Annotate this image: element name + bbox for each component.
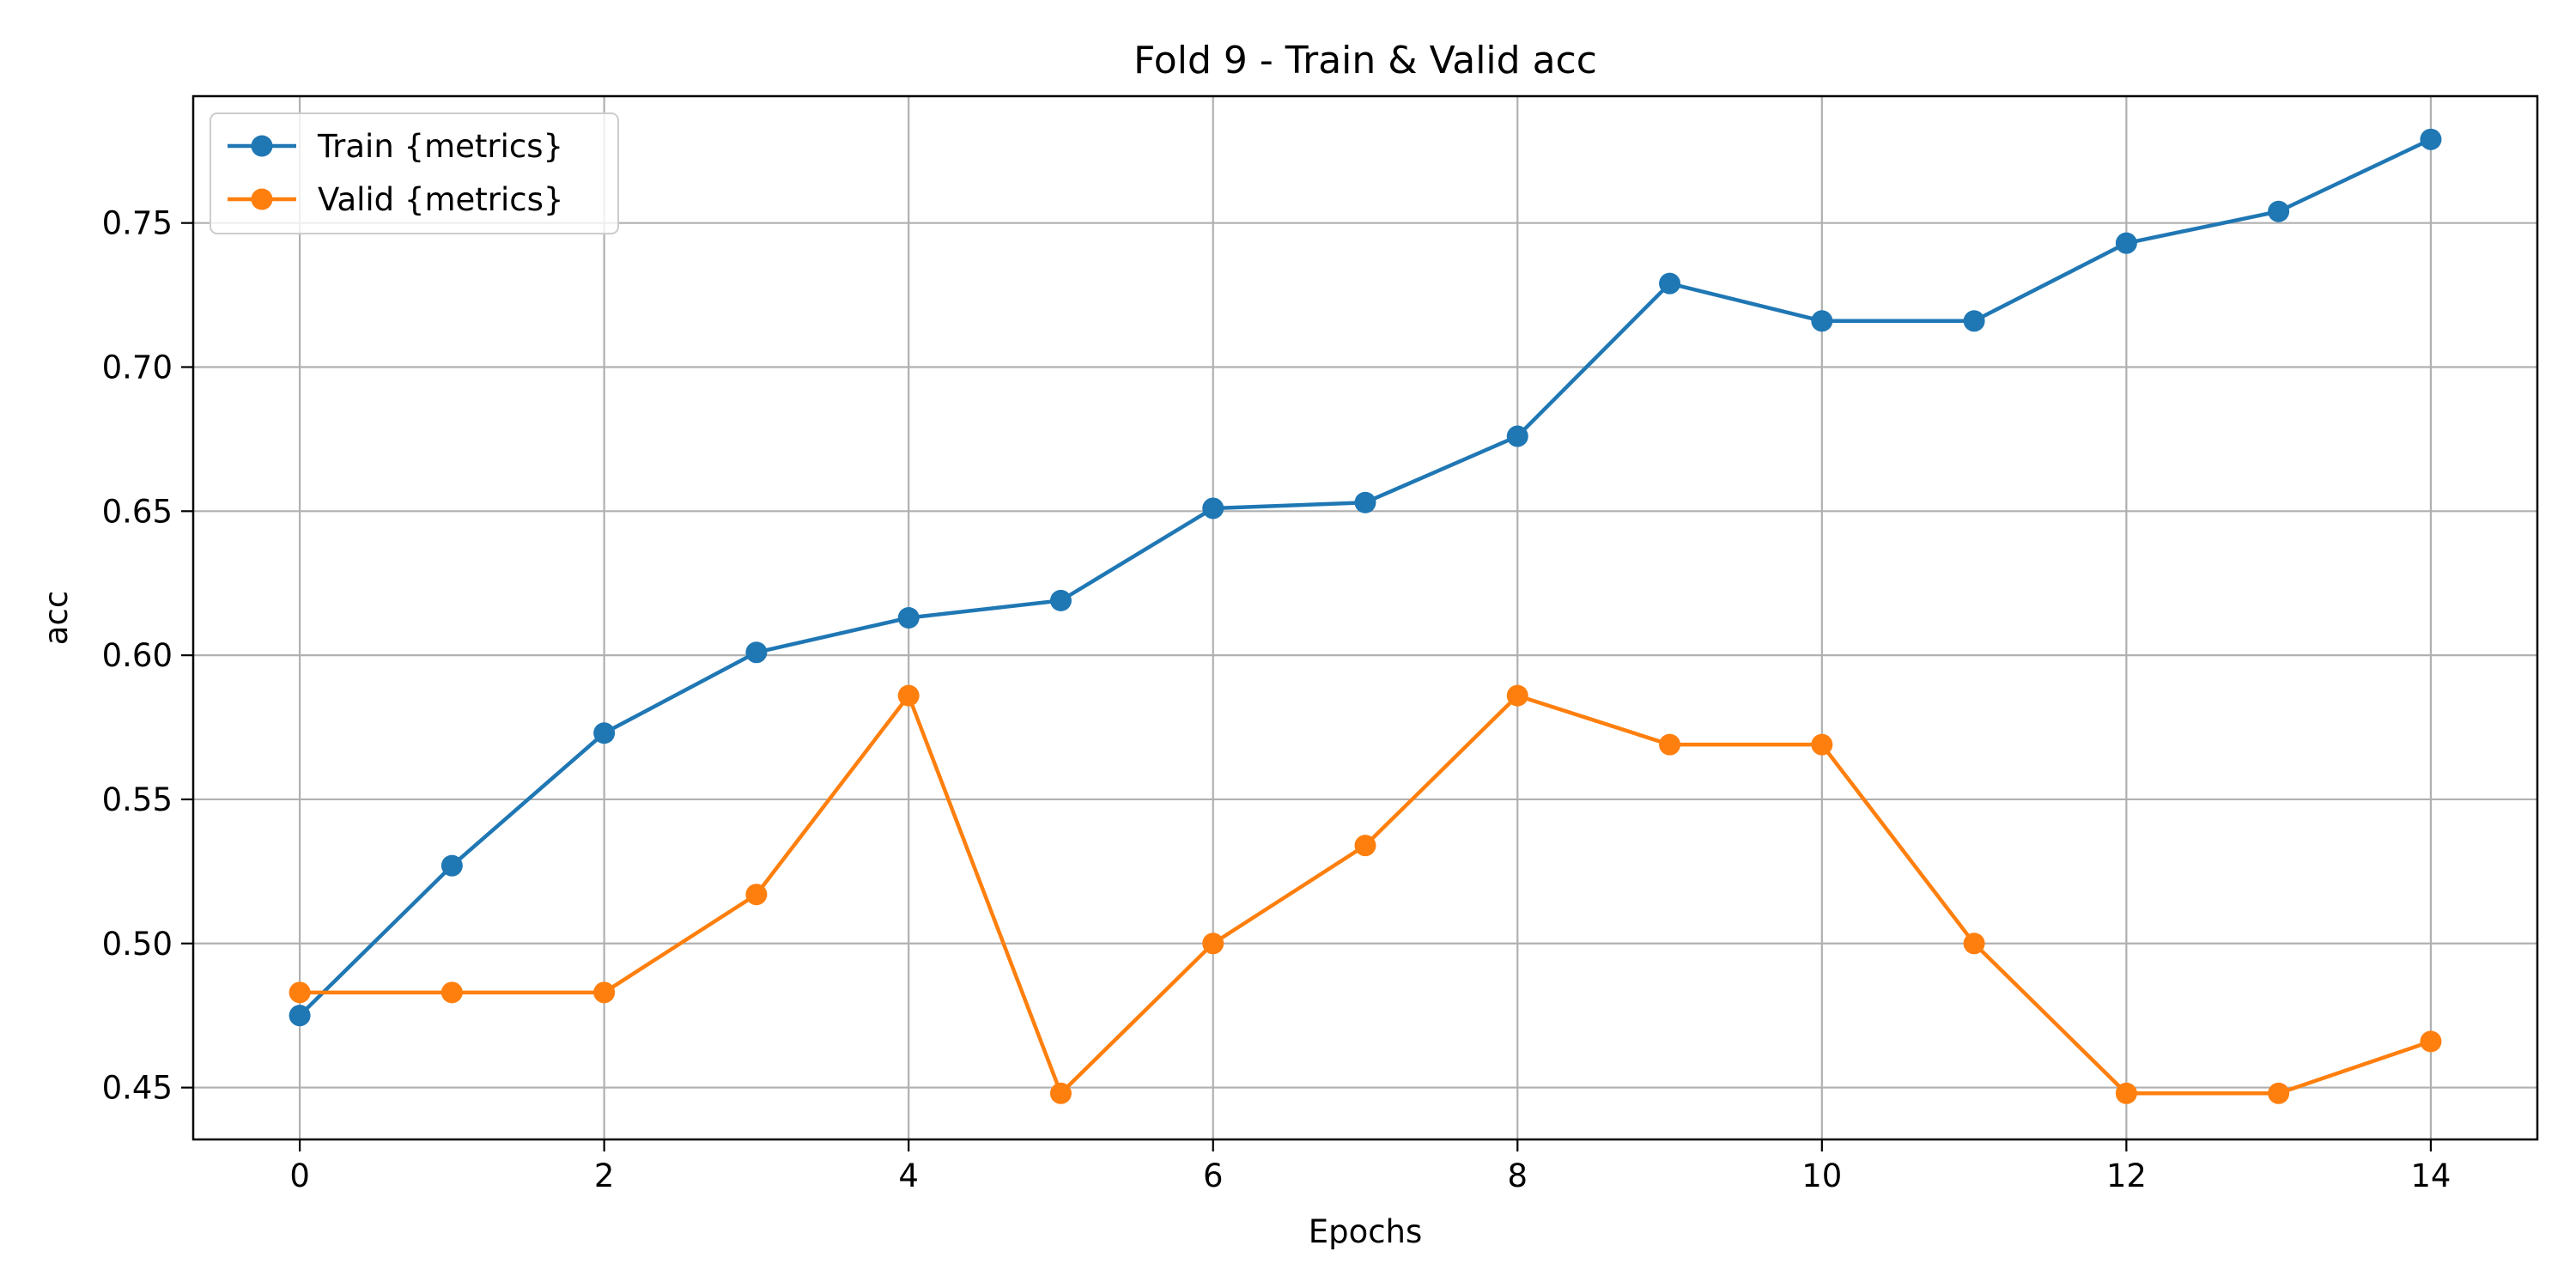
x-tick-label: 0 xyxy=(289,1157,310,1194)
plot-frame xyxy=(191,94,2539,1141)
data-point xyxy=(593,722,616,744)
data-point xyxy=(2115,232,2137,254)
data-point xyxy=(2420,128,2442,150)
y-tick-label: 0.60 xyxy=(102,637,173,674)
data-point xyxy=(1963,310,1985,332)
data-point xyxy=(1506,425,1528,447)
legend-box xyxy=(210,112,619,234)
data-point xyxy=(1354,835,1376,857)
series-layer xyxy=(289,128,2442,1104)
y-tick-label: 0.65 xyxy=(102,493,173,530)
data-point xyxy=(440,981,463,1004)
y-axis-title: acc xyxy=(38,591,75,645)
legend: Train {metrics} Valid {metrics} xyxy=(210,112,619,234)
data-point xyxy=(1506,684,1528,707)
x-tick-label: 6 xyxy=(1203,1157,1224,1194)
data-point xyxy=(289,981,311,1004)
legend-marker xyxy=(251,188,273,210)
x-tick-label: 14 xyxy=(2410,1157,2451,1194)
data-point xyxy=(289,1005,311,1027)
y-tick-label: 0.50 xyxy=(102,926,173,963)
legend-label: Train {metrics} xyxy=(317,128,563,165)
legend-item: Valid {metrics} xyxy=(228,181,563,218)
data-point xyxy=(745,884,768,906)
data-point xyxy=(2268,200,2290,222)
data-point xyxy=(2115,1082,2137,1104)
legend-label: Valid {metrics} xyxy=(318,181,563,218)
data-point xyxy=(1049,589,1072,611)
data-point xyxy=(593,981,616,1004)
data-point xyxy=(1049,1082,1072,1104)
x-tick-label: 4 xyxy=(898,1157,919,1194)
data-point xyxy=(1963,933,1985,955)
x-tick-label: 10 xyxy=(1801,1157,1842,1194)
data-point xyxy=(745,641,768,664)
x-tick-label: 12 xyxy=(2106,1157,2147,1194)
y-tick-label: 0.45 xyxy=(102,1070,173,1107)
data-point xyxy=(1659,733,1681,756)
data-point xyxy=(1202,497,1224,519)
x-tick-label: 2 xyxy=(594,1157,615,1194)
y-tick-label: 0.75 xyxy=(102,205,173,242)
x-axis-title: Epochs xyxy=(1309,1213,1423,1250)
data-point xyxy=(2268,1082,2290,1104)
data-point xyxy=(897,607,920,629)
legend-item: Train {metrics} xyxy=(228,128,563,165)
data-point xyxy=(2420,1030,2442,1053)
series-valid xyxy=(289,684,2442,1104)
data-point xyxy=(1354,491,1376,513)
y-tick-label: 0.70 xyxy=(102,349,173,386)
legend-marker xyxy=(251,135,273,157)
data-point xyxy=(1202,933,1224,955)
chart-title: Fold 9 - Train & Valid acc xyxy=(1133,39,1597,82)
data-point xyxy=(1811,733,1833,756)
data-point xyxy=(897,684,920,707)
axis-ticks: 0 2 4 6 8 10 12 14 0.45 0.50 0.55 0.60 0.65 0.70 0.75 xyxy=(102,205,2451,1194)
series-train xyxy=(289,128,2442,1027)
data-point xyxy=(1659,272,1681,295)
grid xyxy=(193,96,2537,1139)
data-point xyxy=(1811,310,1833,332)
data-point xyxy=(440,854,463,877)
y-tick-label: 0.55 xyxy=(102,781,173,818)
x-tick-label: 8 xyxy=(1507,1157,1528,1194)
